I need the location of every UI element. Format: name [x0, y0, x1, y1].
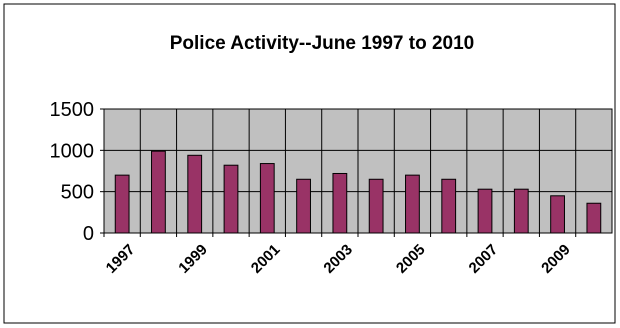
bar-2008	[513, 188, 529, 234]
bar-2007	[477, 188, 493, 234]
y-axis: 0 500 1000 1500	[50, 99, 104, 245]
bar-2002	[296, 178, 311, 234]
bar-2006	[441, 178, 457, 234]
bar-2010	[586, 202, 602, 234]
y-tick-label: 1500	[50, 99, 95, 121]
bar-1999	[187, 154, 203, 234]
bar-2009	[550, 195, 565, 234]
bar-2005	[405, 174, 420, 234]
gridlines	[104, 108, 612, 234]
bar-1998	[151, 150, 166, 234]
bar-2004	[368, 178, 384, 234]
bars	[114, 150, 602, 234]
y-tick-label: 1000	[50, 140, 95, 162]
bar-2003	[332, 172, 348, 234]
y-tick-label: 500	[61, 182, 94, 204]
y-tick-label: 0	[83, 223, 94, 245]
bar-2001	[259, 163, 275, 234]
bar-2000	[223, 164, 239, 234]
bar-1997	[114, 174, 130, 234]
chart-title: Police Activity--June 1997 to 2010	[170, 33, 474, 54]
